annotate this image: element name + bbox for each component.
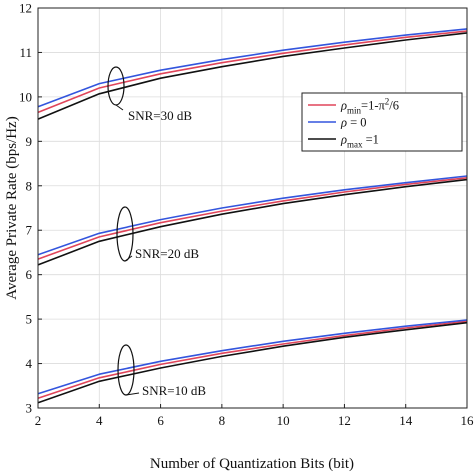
series-line-0-1	[37, 28, 468, 108]
series-line-1-0	[37, 177, 468, 260]
x-tick-label: 10	[277, 413, 290, 428]
legend-label: ρmax =1	[340, 133, 379, 150]
ellipse-layer: SNR=30 dB SNR=20 dB SNR=10 dB	[107, 66, 206, 398]
y-tick-label: 10	[19, 89, 32, 104]
legend-label: ρ = 0	[340, 116, 367, 130]
y-tick-label: 6	[26, 267, 33, 282]
y-axis-title: Average Private Rate (bps/Hz)	[4, 116, 20, 299]
x-tick-label: 16	[461, 413, 474, 428]
x-tick-label: 14	[399, 413, 413, 428]
series-layer	[37, 28, 468, 404]
x-axis-title: Number of Quantization Bits (bit)	[150, 456, 354, 472]
annotation-leader	[125, 392, 140, 396]
x-tick-label: 2	[35, 413, 42, 428]
ticks: 2 4 6 8 10 12 14 16 3 4 5 6 7 8 9 10 11 12	[19, 1, 474, 429]
series-line-0-2	[37, 32, 468, 120]
annotation-leader	[124, 255, 133, 262]
plot-frame	[37, 7, 468, 409]
y-tick-label: 4	[26, 356, 33, 371]
snr-annotation: SNR=20 dB	[135, 246, 199, 261]
y-tick-label: 7	[26, 223, 33, 238]
series-line-2-0	[37, 320, 468, 399]
series-line-2-2	[37, 321, 468, 404]
snr-annotation: SNR=10 dB	[142, 383, 206, 398]
y-tick-label: 8	[26, 178, 33, 193]
annotation-leader	[115, 104, 124, 111]
series-line-1-2	[37, 178, 468, 266]
x-tick-label: 6	[157, 413, 164, 428]
y-tick-label: 5	[26, 312, 33, 327]
series-line-2-1	[37, 319, 468, 395]
x-tick-label: 4	[96, 413, 103, 428]
series-line-0-0	[37, 30, 468, 114]
legend: ρmin=1-π2/6ρ = 0 ρmax =1	[301, 92, 463, 152]
series-line-1-1	[37, 175, 468, 256]
y-tick-label: 3	[26, 401, 33, 416]
snr-annotation: SNR=30 dB	[128, 108, 192, 123]
x-tick-label: 12	[338, 413, 351, 428]
legend-label: ρmin=1-π2/6	[340, 97, 399, 116]
y-tick-label: 9	[26, 134, 33, 149]
x-tick-label: 8	[219, 413, 226, 428]
y-tick-label: 11	[19, 45, 32, 60]
y-tick-label: 12	[19, 1, 32, 16]
